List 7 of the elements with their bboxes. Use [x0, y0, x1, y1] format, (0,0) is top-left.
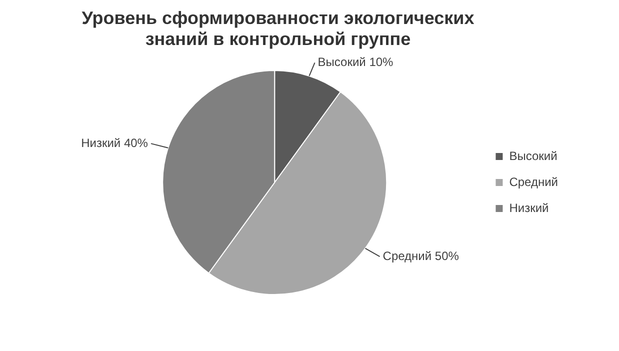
- data-label: Высокий 10%: [318, 54, 394, 69]
- data-label: Средний 50%: [382, 248, 460, 263]
- chart-title: Уровень сформированности экологических знаний в контрольной группе: [80, 8, 476, 50]
- legend-label: Средний: [509, 174, 558, 189]
- data-label: Низкий 40%: [81, 136, 148, 150]
- legend-label: Высокий: [509, 148, 558, 163]
- legend-label: Низкий: [509, 200, 549, 215]
